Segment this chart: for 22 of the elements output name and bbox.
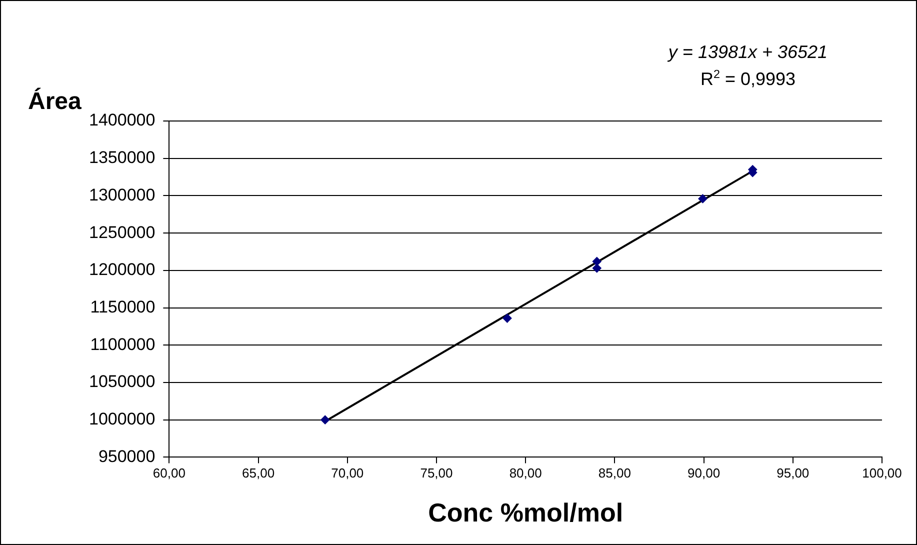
y-tick-label: 1200000 — [88, 260, 156, 280]
y-tick-label: 950000 — [98, 446, 156, 466]
x-tick-label: 95,00 — [776, 466, 810, 481]
x-tick-label: 100,00 — [862, 466, 902, 481]
x-tick-label: 85,00 — [598, 466, 631, 481]
y-axis-title: Área — [28, 87, 82, 115]
y-tick-label: 1100000 — [90, 334, 156, 354]
y-tick-label: 1350000 — [88, 148, 156, 168]
x-tick-label: 80,00 — [509, 466, 542, 481]
y-tick-label: 1400000 — [88, 110, 156, 130]
x-axis-title: Conc %mol/mol — [428, 498, 624, 528]
y-tick-label: 1250000 — [88, 222, 156, 242]
y-tick-label: 1000000 — [88, 410, 156, 429]
x-tick-label: 75,00 — [420, 466, 453, 481]
x-tick-label: 70,00 — [331, 466, 364, 481]
y-tick-label: 1150000 — [90, 297, 156, 316]
y-tick-label: 1050000 — [88, 372, 156, 392]
y-tick-label: 1300000 — [88, 185, 156, 204]
x-tick-label: 90,00 — [688, 466, 720, 481]
text: y = 13981x + 36521 — [666, 42, 828, 62]
x-tick-label: 60,00 — [152, 466, 186, 481]
x-tick-label: 65,00 — [242, 466, 275, 481]
